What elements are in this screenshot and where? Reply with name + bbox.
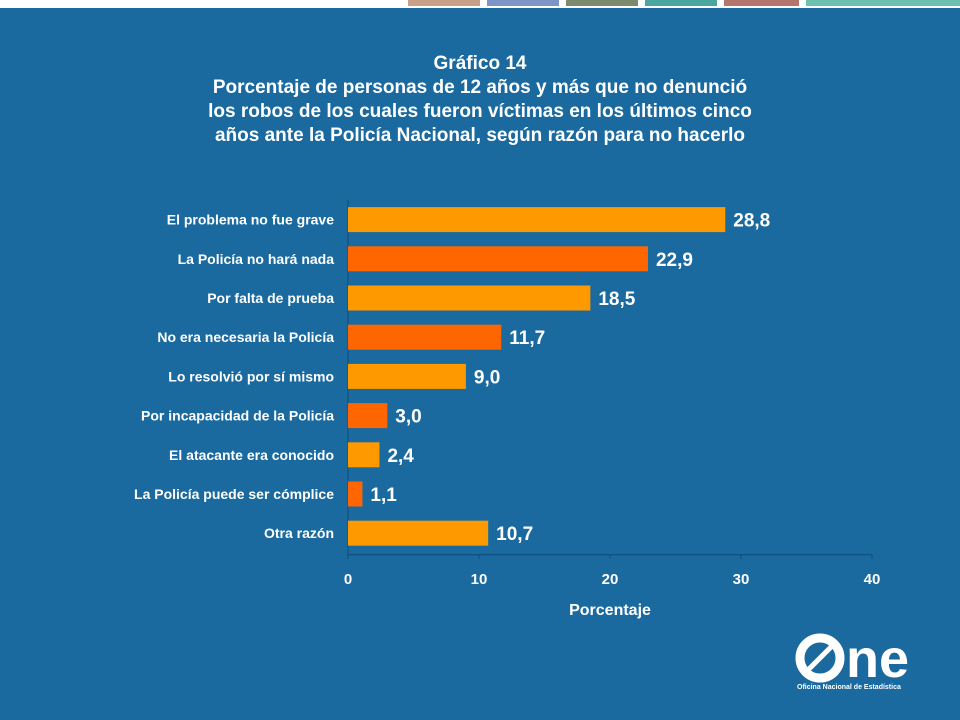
- value-label: 28,8: [733, 211, 770, 232]
- category-label: El problema no fue grave: [167, 212, 334, 228]
- category-label: Otra razón: [264, 525, 334, 541]
- x-tick-label: 20: [602, 571, 619, 588]
- logo-slash: [805, 643, 835, 673]
- value-label: 1,1: [370, 485, 397, 506]
- chart-title: Gráfico 14 Porcentaje de personas de 12 …: [80, 52, 880, 148]
- top-decorative-bar: [0, 0, 960, 8]
- category-label: No era necesaria la Policía: [157, 329, 334, 345]
- category-label: Por falta de prueba: [207, 290, 334, 306]
- bar: [348, 442, 380, 468]
- bar: [348, 246, 648, 272]
- top-stripe: [408, 0, 480, 6]
- value-label: 22,9: [656, 250, 693, 271]
- chart-title-line: los robos de los cuales fueron víctimas …: [208, 101, 752, 122]
- x-axis-title: Porcentaje: [569, 602, 651, 619]
- value-label: 9,0: [474, 367, 500, 388]
- bar: [348, 403, 388, 429]
- category-label: La Policía puede ser cómplice: [134, 486, 334, 502]
- logo-text: ne: [846, 629, 909, 689]
- x-tick-label: 30: [733, 571, 750, 588]
- category-label: Lo resolvió por sí mismo: [168, 368, 334, 384]
- value-label: 18,5: [598, 289, 635, 310]
- bar: [348, 520, 489, 546]
- category-label: El atacante era conocido: [169, 447, 334, 463]
- top-stripe: [645, 0, 717, 6]
- chart-title-line: Gráfico 14: [433, 53, 527, 74]
- value-label: 3,0: [395, 407, 421, 428]
- bar: [348, 481, 363, 507]
- value-label: 2,4: [387, 446, 414, 467]
- bar: [348, 363, 466, 389]
- category-label: La Policía no hará nada: [178, 251, 335, 267]
- chart-title-line: Porcentaje de personas de 12 años y más …: [212, 77, 748, 98]
- bar: [348, 207, 726, 233]
- value-label: 10,7: [496, 524, 533, 545]
- top-stripe: [487, 0, 559, 6]
- top-stripe: [724, 0, 799, 6]
- one-logo: ne: [795, 629, 909, 689]
- value-label: 11,7: [509, 328, 545, 349]
- x-tick-label: 40: [864, 571, 881, 588]
- bar: [348, 324, 502, 350]
- x-tick-label: 10: [471, 571, 488, 588]
- category-label: Por incapacidad de la Policía: [141, 408, 334, 424]
- logo-subtitle: Oficina Nacional de Estadística: [797, 684, 901, 691]
- chart-title-line: años ante la Policía Nacional, según raz…: [214, 125, 746, 146]
- top-stripe: [566, 0, 638, 6]
- logo-ring: [795, 633, 845, 683]
- top-stripe: [806, 0, 960, 6]
- bar: [348, 285, 591, 311]
- x-tick-label: 0: [344, 571, 352, 588]
